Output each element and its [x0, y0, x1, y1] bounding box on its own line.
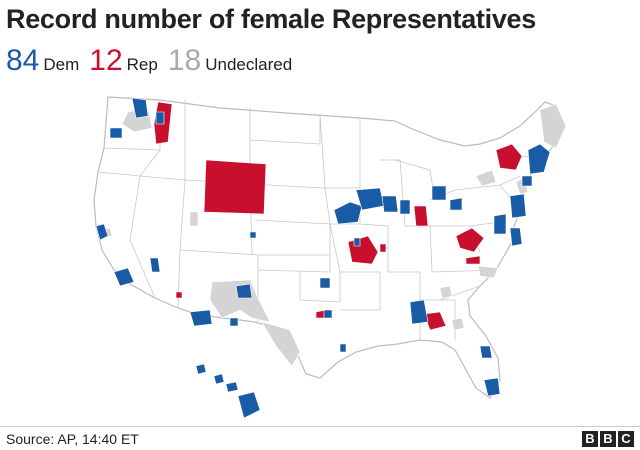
district-undeclared-ga	[439, 285, 453, 299]
hawaii-island-2	[213, 373, 225, 385]
legend-item-undeclared: 18 Undeclared	[168, 44, 292, 78]
district-undeclared-sc	[477, 265, 499, 279]
district-dem-va	[493, 213, 507, 235]
legend-label-dem: Dem	[43, 55, 80, 74]
district-dem-mn-ia	[333, 201, 363, 225]
democratic-districts	[95, 97, 551, 397]
district-dem-fl-south	[483, 377, 501, 397]
district-rep-az	[175, 291, 183, 299]
district-dem-nv	[149, 257, 161, 273]
footer-rule	[0, 426, 640, 427]
district-dem-oh	[449, 197, 463, 211]
legend: 84 Dem 12 Rep 18 Undeclared	[6, 44, 302, 78]
us-district-map	[93, 96, 567, 419]
hawaii-island-1	[195, 363, 207, 375]
state-borders	[97, 100, 531, 340]
district-undeclared-nm-tx	[209, 279, 271, 323]
district-dem-tx-south	[339, 343, 347, 353]
district-dem-tx-dallas	[323, 309, 333, 319]
district-dem-il	[399, 199, 411, 215]
district-dem-co	[249, 231, 257, 239]
bbc-logo-letter: B	[582, 431, 598, 447]
district-dem-az	[189, 309, 213, 327]
source-note: Source: AP, 14:40 ET	[6, 431, 139, 447]
district-dem-ct	[521, 175, 533, 187]
district-undeclared-id	[189, 211, 199, 227]
hawaii-island-4	[237, 391, 261, 419]
district-undeclared-tx-west	[261, 321, 301, 367]
legend-label-rep: Rep	[126, 55, 158, 74]
district-dem-or	[109, 127, 123, 139]
district-undeclared-pa	[475, 169, 497, 187]
district-rep-wy	[203, 159, 267, 215]
district-dem-mo	[353, 237, 361, 247]
republican-districts	[153, 101, 523, 331]
district-dem-nm-south	[229, 317, 239, 327]
chart-title: Record number of female Representatives	[6, 4, 536, 34]
district-dem-ma	[527, 143, 551, 175]
district-rep-al	[423, 311, 447, 331]
bbc-logo-letter: C	[618, 431, 634, 447]
legend-item-dem: 84 Dem	[6, 44, 79, 78]
district-dem-ca-south	[113, 267, 135, 287]
legend-item-rep: 12 Rep	[89, 44, 158, 78]
district-undeclared-me	[539, 103, 567, 149]
district-rep-in	[413, 205, 429, 227]
district-dem-wi	[381, 195, 399, 213]
district-dem-ny-nj	[509, 193, 527, 219]
district-dem-mi	[431, 185, 447, 201]
district-dem-wa-2	[155, 111, 165, 125]
legend-label-undeclared: Undeclared	[205, 55, 293, 74]
legend-count-dem: 84	[6, 44, 40, 77]
district-rep-ny	[495, 143, 523, 171]
district-dem-ks	[319, 277, 331, 289]
district-dem-ca-bay	[95, 223, 109, 241]
district-rep-nc	[465, 255, 481, 265]
district-dem-md	[509, 227, 523, 247]
district-rep-wv	[455, 227, 485, 253]
bbc-logo-letter: B	[600, 431, 616, 447]
legend-count-rep: 12	[89, 44, 123, 77]
undeclared-districts	[99, 103, 567, 367]
bbc-logo: B B C	[580, 431, 634, 447]
district-dem-fl-north	[479, 345, 493, 359]
district-dem-nm	[235, 283, 253, 299]
district-dem-ga	[409, 299, 429, 325]
district-dem-wa	[131, 97, 149, 119]
district-rep-mo-small	[379, 243, 387, 253]
district-undeclared-ga-south	[451, 317, 465, 331]
hawaii	[195, 363, 261, 419]
hawaii-island-3	[225, 381, 239, 393]
legend-count-undeclared: 18	[167, 44, 202, 77]
